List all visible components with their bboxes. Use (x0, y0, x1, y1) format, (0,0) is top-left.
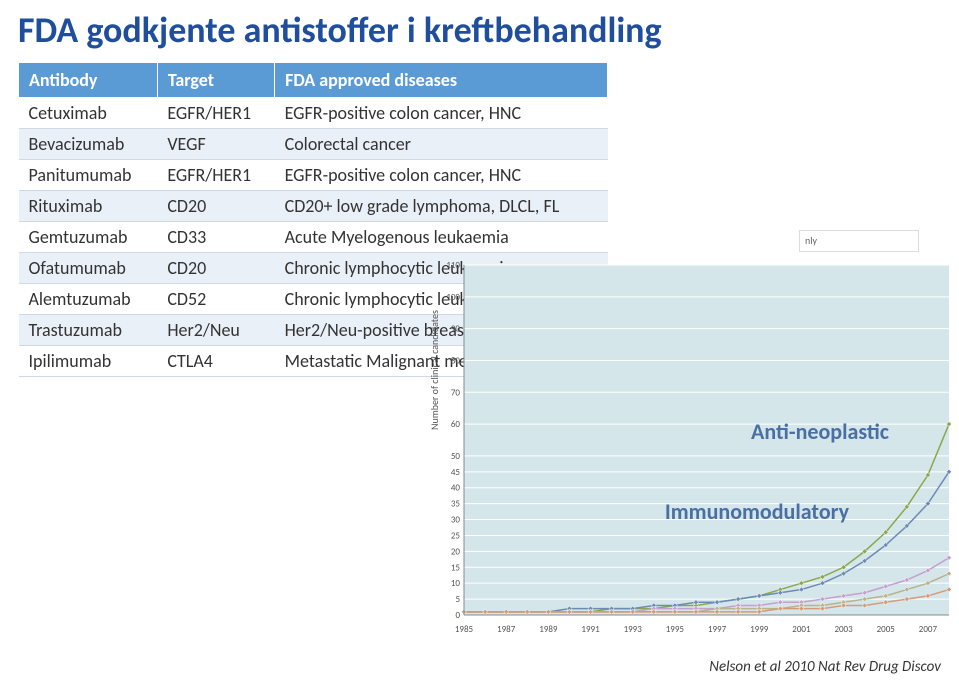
table-cell: Alemtuzumab (19, 284, 158, 315)
table-cell: Gemtuzumab (19, 222, 158, 253)
table-row: BevacizumabVEGFColorectal cancer (19, 129, 608, 160)
svg-text:0: 0 (455, 610, 460, 621)
svg-text:1993: 1993 (624, 624, 643, 635)
svg-text:2007: 2007 (919, 624, 938, 635)
svg-text:45: 45 (451, 467, 461, 478)
label-immunomodulatory: Immunomodulatory (665, 498, 849, 525)
table-cell: CD20 (157, 191, 274, 222)
table-cell: CD20 (157, 253, 274, 284)
svg-text:25: 25 (451, 530, 461, 541)
table-cell: VEGF (157, 129, 274, 160)
svg-text:1985: 1985 (455, 624, 474, 635)
table-cell: Trastuzumab (19, 315, 158, 346)
page-title: FDA godkjente antistoffer i kreftbehandl… (0, 0, 959, 62)
table-cell: CTLA4 (157, 346, 274, 377)
table-cell: Rituximab (19, 191, 158, 222)
svg-text:1997: 1997 (708, 624, 727, 635)
citation-text: Nelson et al 2010 Nat Rev Drug Discov (709, 658, 941, 676)
table-cell: CD52 (157, 284, 274, 315)
table-cell: Panitumumab (19, 160, 158, 191)
svg-text:1999: 1999 (750, 624, 769, 635)
svg-text:90: 90 (451, 324, 461, 335)
svg-text:50: 50 (451, 451, 461, 462)
table-cell: Cetuximab (19, 98, 158, 129)
table-cell: Colorectal cancer (275, 129, 608, 160)
table-cell: EGFR/HER1 (157, 160, 274, 191)
svg-text:2001: 2001 (792, 624, 811, 635)
svg-text:80: 80 (451, 355, 461, 366)
table-row: CetuximabEGFR/HER1EGFR-positive colon ca… (19, 98, 608, 129)
svg-text:10: 10 (451, 578, 461, 589)
table-cell: CD33 (157, 222, 274, 253)
table-cell: EGFR-positive colon cancer, HNC (275, 160, 608, 191)
table-row: GemtuzumabCD33Acute Myelogenous leukaemi… (19, 222, 608, 253)
table-row: RituximabCD20CD20+ low grade lymphoma, D… (19, 191, 608, 222)
label-anti-neoplastic: Anti-neoplastic (751, 418, 889, 445)
chart-legend: nly (799, 230, 919, 252)
chart-svg: 0 5 10 15 20 25 30 35 40 45 50 60 70 80 90 100 110 1985 19… (429, 260, 959, 640)
table-cell: Acute Myelogenous leukaemia (275, 222, 608, 253)
svg-text:70: 70 (451, 387, 461, 398)
col-header-target: Target (157, 63, 274, 98)
table-cell: Her2/Neu (157, 315, 274, 346)
svg-text:40: 40 (451, 483, 461, 494)
svg-text:110: 110 (446, 260, 460, 271)
svg-text:35: 35 (451, 499, 461, 510)
svg-text:60: 60 (451, 419, 461, 430)
table-cell: Bevacizumab (19, 129, 158, 160)
table-cell: Ofatumumab (19, 253, 158, 284)
table-cell: Ipilimumab (19, 346, 158, 377)
legend-label: nly (805, 234, 817, 248)
table-cell: EGFR/HER1 (157, 98, 274, 129)
svg-text:30: 30 (451, 515, 461, 526)
svg-text:100: 100 (446, 292, 460, 303)
col-header-diseases: FDA approved diseases (275, 63, 608, 98)
svg-text:15: 15 (451, 562, 461, 573)
table-row: PanitumumabEGFR/HER1EGFR-positive colon … (19, 160, 608, 191)
table-cell: CD20+ low grade lymphoma, DLCL, FL (275, 191, 608, 222)
svg-text:1995: 1995 (666, 624, 685, 635)
svg-text:20: 20 (451, 546, 461, 557)
svg-text:2005: 2005 (877, 624, 896, 635)
col-header-antibody: Antibody (19, 63, 158, 98)
svg-text:1989: 1989 (539, 624, 558, 635)
svg-text:1987: 1987 (497, 624, 516, 635)
svg-text:1991: 1991 (581, 624, 600, 635)
svg-text:5: 5 (455, 594, 460, 605)
table-cell: EGFR-positive colon cancer, HNC (275, 98, 608, 129)
svg-text:2003: 2003 (834, 624, 853, 635)
